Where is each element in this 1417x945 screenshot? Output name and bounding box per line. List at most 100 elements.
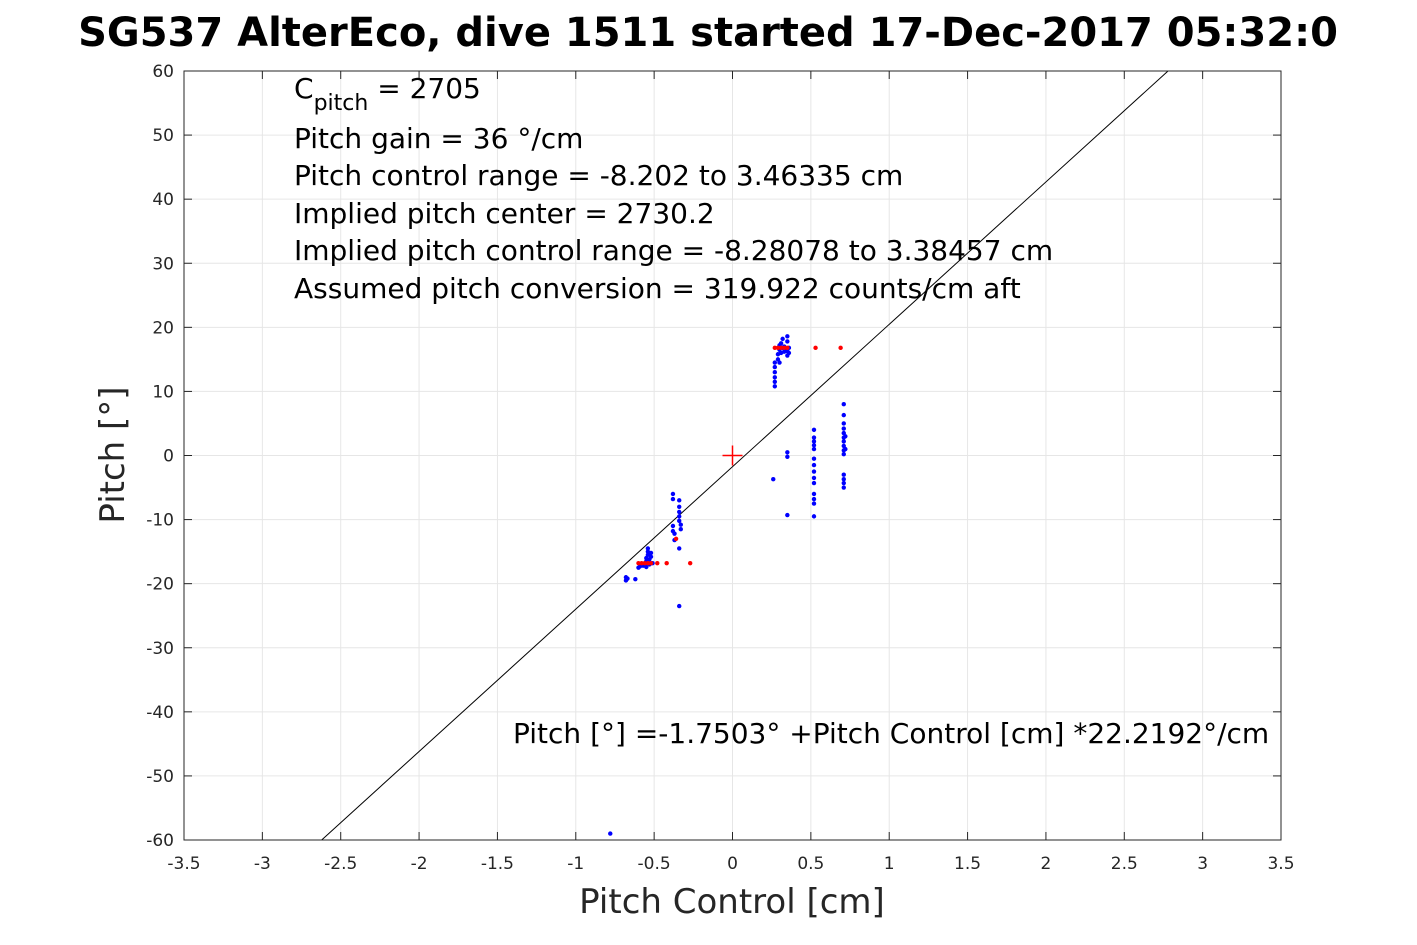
- blue-point: [772, 379, 778, 385]
- x-tick-label: 3: [1197, 854, 1208, 874]
- red-point: [648, 560, 654, 566]
- blue-point: [677, 509, 682, 515]
- x-tick-label: 1.5: [954, 854, 981, 874]
- blue-point: [841, 480, 846, 486]
- blue-point: [608, 831, 613, 836]
- y-tick-label: 20: [152, 318, 174, 338]
- x-tick-label: 2: [1041, 854, 1052, 874]
- blue-point: [778, 341, 784, 346]
- fit-line: [320, 71, 1169, 840]
- y-tick-label: -20: [146, 575, 174, 595]
- annotation-pitch-control-range: Pitch control range = -8.202 to 3.46335 …: [294, 159, 903, 192]
- x-tick-label: -2: [411, 854, 428, 874]
- red-point: [645, 560, 651, 566]
- blue-point: [772, 360, 778, 365]
- annotation-implied-center: Implied pitch center = 2730.2: [294, 197, 715, 230]
- blue-point: [678, 526, 683, 532]
- blue-point: [644, 564, 649, 570]
- annotation-cpitch-value: = 2705: [368, 72, 481, 105]
- red-point: [655, 560, 660, 566]
- blue-point: [648, 550, 654, 556]
- x-tick-label: 0: [727, 854, 738, 874]
- blue-point: [811, 435, 817, 440]
- blue-point: [677, 518, 682, 524]
- red-point: [775, 345, 781, 351]
- x-tick-label: -1.5: [481, 854, 514, 874]
- blue-point: [811, 469, 817, 474]
- blue-point: [811, 480, 817, 486]
- red-point: [636, 560, 641, 566]
- blue-point: [645, 546, 651, 551]
- annotation-pitch-gain: Pitch gain = 36 °/cm: [294, 122, 583, 155]
- x-tick-label: 3.5: [1267, 854, 1294, 874]
- blue-point: [670, 491, 676, 497]
- y-tick-label: 60: [152, 62, 174, 82]
- blue-point: [678, 522, 683, 527]
- plot-area: [320, 71, 1169, 840]
- blue-point: [670, 496, 676, 502]
- red-point: [782, 345, 787, 351]
- blue-point: [648, 554, 654, 559]
- blue-point: [677, 603, 682, 609]
- red-point: [673, 536, 679, 542]
- fit-equation: Pitch [°] =-1.7503° +Pitch Control [cm] …: [513, 717, 1269, 750]
- blue-point: [677, 498, 682, 503]
- blue-point: [670, 523, 676, 529]
- blue-point: [841, 426, 846, 431]
- blue-point: [785, 339, 790, 344]
- blue-point: [841, 485, 846, 490]
- blue-point: [811, 439, 817, 444]
- blue-point: [772, 384, 778, 389]
- blue-point: [772, 369, 778, 375]
- y-tick-label: 50: [152, 126, 174, 146]
- blue-point: [785, 512, 790, 518]
- x-tick-label: -3.5: [167, 854, 200, 874]
- blue-point: [841, 439, 846, 444]
- blue-point: [777, 360, 782, 365]
- red-point: [772, 345, 778, 351]
- y-tick-label: -40: [146, 703, 174, 723]
- blue-point: [811, 443, 817, 448]
- grid-lines: [183, 70, 1282, 841]
- annotation-block: Cpitch = 2705 Pitch gain = 36 °/cm Pitch…: [294, 72, 1053, 305]
- blue-point: [841, 472, 846, 477]
- blue-point: [625, 576, 630, 581]
- x-tick-label: 0.5: [797, 854, 824, 874]
- red-point: [664, 560, 669, 566]
- x-tick-label: -0.5: [638, 854, 671, 874]
- blue-point: [786, 350, 792, 356]
- blue-point: [811, 496, 817, 502]
- y-tick-label: 0: [163, 447, 174, 467]
- x-tick-label: 1: [884, 854, 895, 874]
- blue-point: [841, 402, 846, 407]
- y-tick-label: 30: [152, 254, 174, 274]
- annotation-cpitch: Cpitch = 2705: [294, 72, 481, 116]
- blue-point: [811, 475, 817, 481]
- blue-point: [811, 456, 817, 461]
- annotation-implied-range: Implied pitch control range = -8.28078 t…: [294, 234, 1053, 267]
- red-point: [838, 345, 843, 351]
- blue-point: [811, 427, 817, 433]
- y-axis-label: Pitch [°]: [93, 386, 133, 523]
- blue-point: [843, 434, 848, 439]
- y-tick-label: -60: [146, 831, 174, 851]
- annotation-cpitch-sub: pitch: [314, 91, 369, 116]
- blue-point: [811, 462, 817, 468]
- blue-point: [811, 446, 817, 452]
- x-axis-label: Pitch Control [cm]: [579, 882, 885, 922]
- blue-point: [672, 531, 677, 536]
- blue-point: [841, 412, 846, 418]
- red-point: [639, 560, 644, 566]
- blue-point: [677, 546, 682, 551]
- blue-point: [772, 375, 778, 380]
- red-point: [642, 560, 647, 566]
- x-tick-label: -3: [254, 854, 271, 874]
- axes: -3.5 -3 -2.5 -2 -1.5 -1 -0.5 0 0.5 1 1.5 2 2.5 3 3.5 -6…: [146, 62, 1294, 874]
- blue-point: [677, 504, 682, 509]
- y-tick-label: -50: [146, 767, 174, 787]
- chart-title: SG537 AlterEco, dive 1511 started 17-Dec…: [78, 10, 1338, 56]
- blue-point: [841, 421, 846, 426]
- annotation-conversion: Assumed pitch conversion = 319.922 count…: [294, 272, 1021, 305]
- blue-point: [780, 336, 785, 342]
